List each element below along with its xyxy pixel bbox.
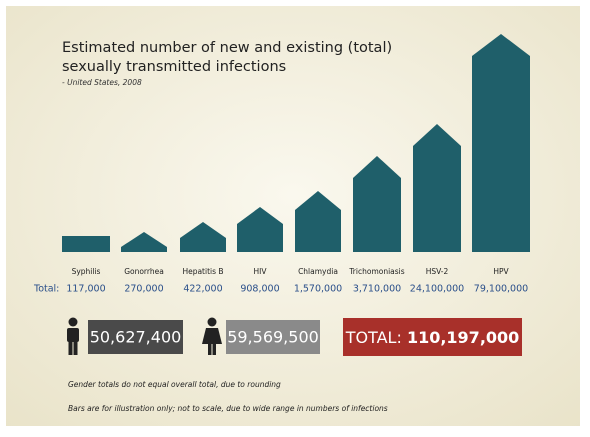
disease-total: 117,000 <box>66 284 105 295</box>
overall-box <box>343 318 522 356</box>
bar <box>353 156 401 252</box>
bar <box>413 124 461 252</box>
bars <box>62 34 530 252</box>
male-icon <box>67 317 79 355</box>
bar <box>237 207 283 252</box>
male-box <box>88 320 183 354</box>
disease-label: HIV <box>254 267 268 276</box>
bar <box>180 222 226 252</box>
title: Estimated number of new and existing (to… <box>62 40 392 56</box>
subtitle: - United States, 2008 <box>62 78 142 87</box>
note: Bars are for illustration only; not to s… <box>68 404 388 413</box>
female-icon <box>202 317 222 355</box>
disease-label: Trichomoniasis <box>348 267 404 276</box>
disease-label: HPV <box>493 267 509 276</box>
female-box <box>226 320 320 354</box>
disease-label: Gonorrhea <box>124 267 164 276</box>
male-total: 50,627,400 <box>90 328 182 347</box>
bar <box>121 232 167 252</box>
disease-label: HSV-2 <box>426 267 449 276</box>
disease-total: 422,000 <box>183 284 222 295</box>
disease-total: 79,100,000 <box>474 284 528 295</box>
overall-label: TOTAL: <box>345 328 402 347</box>
disease-total: 24,100,000 <box>410 284 464 295</box>
disease-label: Chlamydia <box>298 267 338 276</box>
overall-total: TOTAL: 110,197,000 <box>345 328 520 347</box>
bar <box>472 34 530 252</box>
disease-total: 1,570,000 <box>294 284 342 295</box>
bar <box>62 236 110 252</box>
overall-value: 110,197,000 <box>407 328 519 347</box>
disease-total: 3,710,000 <box>353 284 401 295</box>
female-total: 59,569,500 <box>227 328 319 347</box>
disease-total: 908,000 <box>240 284 279 295</box>
note: Gender totals do not equal overall total… <box>68 380 281 389</box>
disease-label: Syphilis <box>72 267 101 276</box>
disease-total: 270,000 <box>124 284 163 295</box>
total-label: Total: <box>33 284 59 295</box>
title: sexually transmitted infections <box>62 59 286 75</box>
disease-label: Hepatitis B <box>182 267 223 276</box>
bar <box>295 191 341 252</box>
